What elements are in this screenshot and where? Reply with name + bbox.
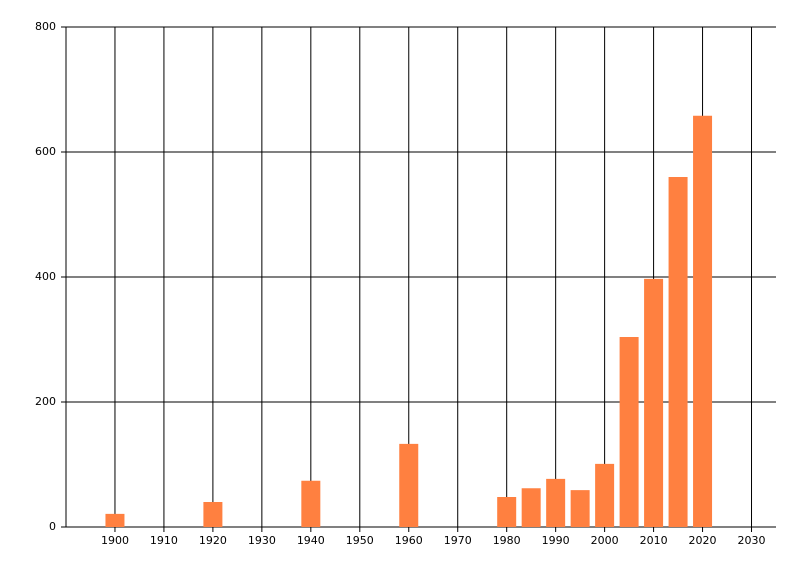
x-tick-label: 1990 xyxy=(542,534,570,547)
bar xyxy=(693,115,713,527)
x-tick-label: 2010 xyxy=(640,534,668,547)
y-tick-label: 800 xyxy=(35,20,56,33)
bar xyxy=(521,488,541,527)
y-tick-label: 600 xyxy=(35,145,56,158)
bar xyxy=(570,490,590,527)
y-tick-label: 400 xyxy=(35,270,56,283)
bar xyxy=(497,497,517,527)
x-tick-label: 1930 xyxy=(248,534,276,547)
x-tick-label: 2030 xyxy=(738,534,766,547)
x-tick-label: 2020 xyxy=(689,534,717,547)
y-tick-label: 0 xyxy=(49,520,56,533)
bar xyxy=(595,463,615,527)
bar xyxy=(546,478,566,527)
x-tick-label: 1980 xyxy=(493,534,521,547)
x-tick-label: 1910 xyxy=(150,534,178,547)
x-tick-label: 1950 xyxy=(346,534,374,547)
bar xyxy=(301,480,321,527)
bar xyxy=(644,278,664,527)
y-tick-label: 200 xyxy=(35,395,56,408)
x-tick-label: 2000 xyxy=(591,534,619,547)
bar xyxy=(105,513,125,527)
bar xyxy=(203,502,223,527)
x-tick-label: 1900 xyxy=(101,534,129,547)
x-tick-label: 1940 xyxy=(297,534,325,547)
bar xyxy=(619,337,639,527)
bar xyxy=(668,177,688,527)
x-tick-label: 1920 xyxy=(199,534,227,547)
x-tick-label: 1960 xyxy=(395,534,423,547)
x-tick-label: 1970 xyxy=(444,534,472,547)
bar xyxy=(399,443,419,527)
